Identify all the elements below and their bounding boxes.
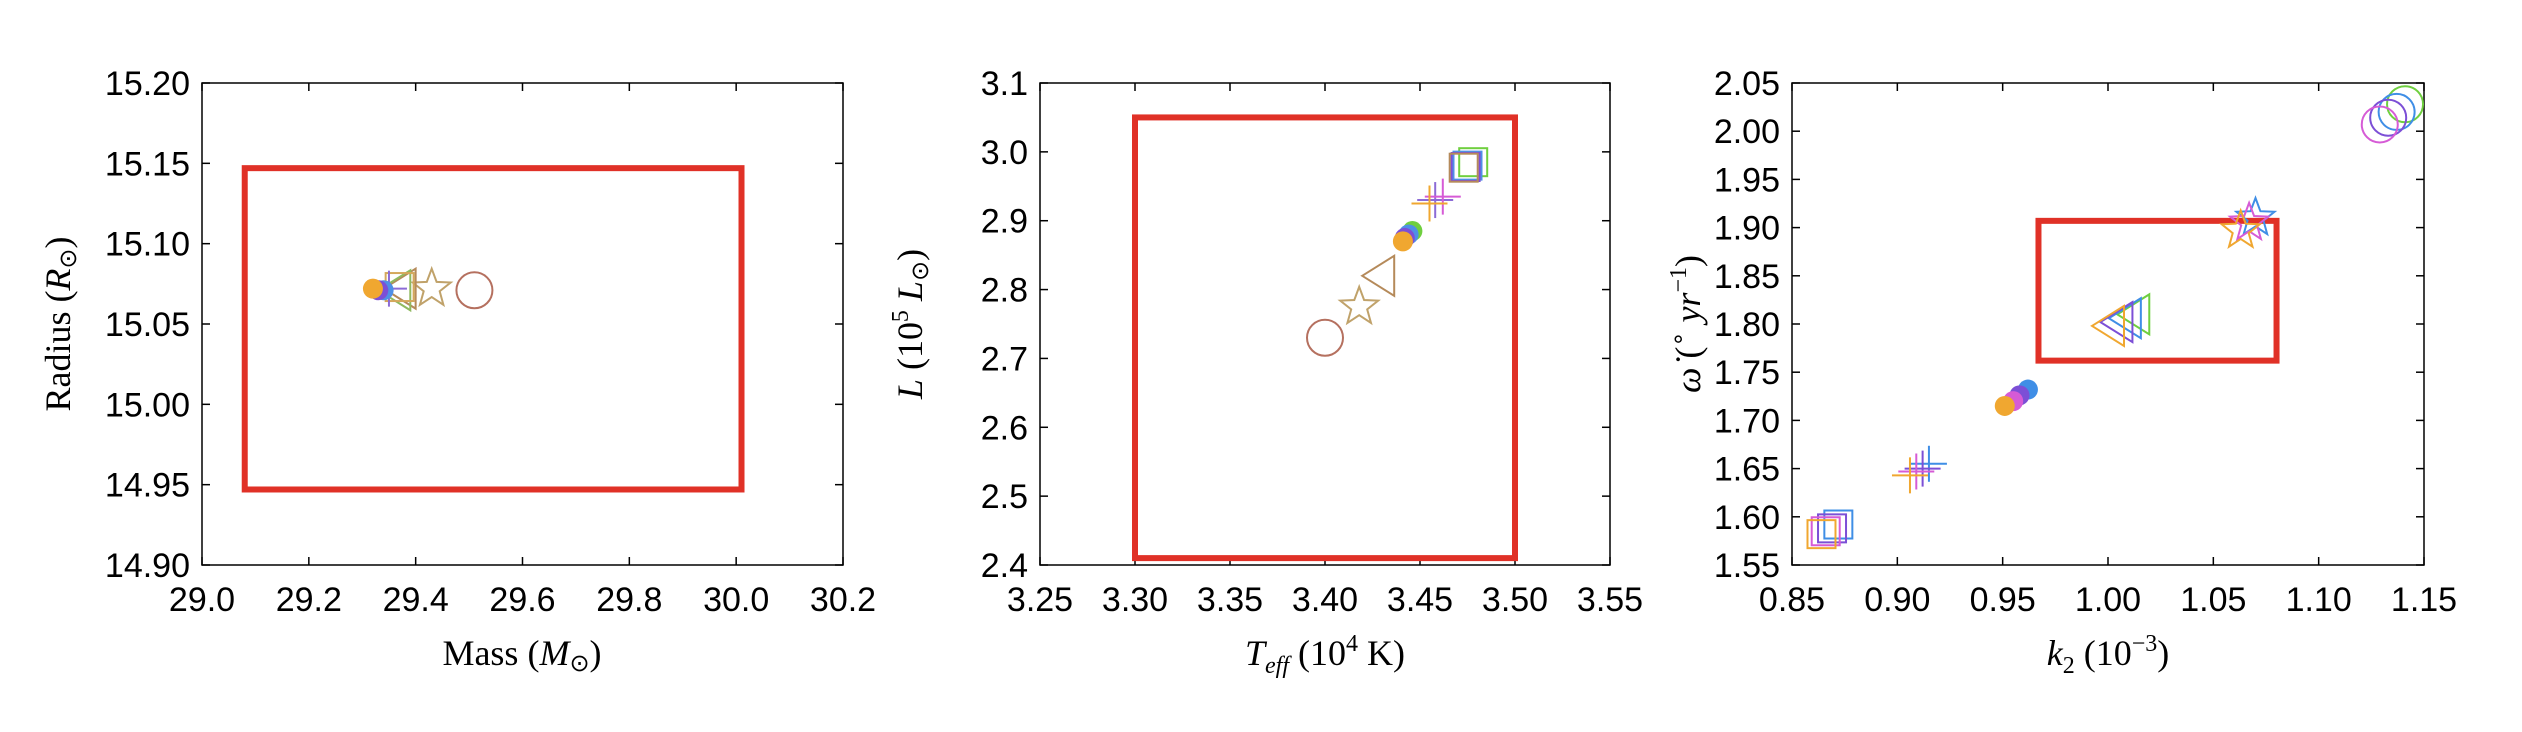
square-marker xyxy=(1448,152,1479,183)
y-tick-label: 15.20 xyxy=(105,65,190,103)
y-tick-label: 2.05 xyxy=(1714,65,1780,103)
triangle-marker xyxy=(2090,304,2125,348)
x-tick-label: 3.55 xyxy=(1577,581,1643,619)
filled-circle-marker xyxy=(362,278,383,299)
star-marker xyxy=(2227,199,2271,242)
constraint-box xyxy=(1132,114,1518,562)
square-marker xyxy=(1817,513,1848,544)
x-tick-label: 0.85 xyxy=(1759,581,1825,619)
y-tick-label: 2.9 xyxy=(981,203,1028,241)
x-tick-label: 3.50 xyxy=(1482,581,1548,619)
x-tick-label: 3.40 xyxy=(1292,581,1358,619)
x-axis-label: Teff (104 K) xyxy=(1245,631,1405,679)
star-marker xyxy=(409,265,454,308)
star-marker xyxy=(2218,207,2263,250)
y-axis-label: L (105 L⊙) xyxy=(888,249,934,400)
plot-frame xyxy=(1039,82,1611,566)
plot-frame xyxy=(201,82,844,566)
tick-labels: 0.85 0.90 0.95 1.00 1.05 1.10 1.15 1.55 1.60 1.65… xyxy=(1714,65,2457,619)
square-marker xyxy=(1806,519,1837,550)
x-tick-label: 1.00 xyxy=(2075,581,2141,619)
x-tick-label: 3.35 xyxy=(1197,581,1263,619)
x-tick-label: 0.90 xyxy=(1864,581,1930,619)
triangle-marker xyxy=(1360,253,1396,298)
y-tick-label: 1.70 xyxy=(1714,402,1780,440)
y-tick-label: 15.05 xyxy=(105,306,190,344)
y-tick-label: 1.75 xyxy=(1714,354,1780,392)
filled-circle-marker xyxy=(1994,395,2015,416)
y-tick-label: 1.85 xyxy=(1714,258,1780,296)
y-tick-label: 15.00 xyxy=(105,386,190,424)
y-tick-label: 3.1 xyxy=(981,65,1028,103)
y-tick-label: 2.6 xyxy=(981,409,1028,447)
plus-marker xyxy=(1417,182,1454,219)
x-tick-label: 3.30 xyxy=(1102,581,1168,619)
circle-marker xyxy=(2369,98,2408,137)
y-tick-label: 2.8 xyxy=(981,272,1028,310)
x-tick-label: 30.2 xyxy=(810,581,876,619)
y-tick-label: 14.95 xyxy=(105,467,190,505)
y-tick-label: 1.80 xyxy=(1714,306,1780,344)
y-tick-label: 2.7 xyxy=(981,340,1028,378)
k2-apsidal-panel: 0.85 0.90 0.95 1.00 1.05 1.10 1.15 1.55 1.60 1.65… xyxy=(1666,65,2457,679)
data-marks xyxy=(241,165,745,493)
plot-frame xyxy=(1791,82,2425,566)
y-tick-label: 1.55 xyxy=(1714,547,1780,585)
x-tick-label: 1.05 xyxy=(2180,581,2246,619)
mass-radius-panel: 29.0 29.2 29.4 29.6 29.8 30.0 30.2 14.90 14.95 15… xyxy=(38,65,876,677)
y-tick-label: 2.00 xyxy=(1714,113,1780,151)
plus-marker xyxy=(1891,457,1928,494)
filled-circle-marker xyxy=(1392,231,1413,252)
constraint-box xyxy=(2035,217,2280,364)
y-axis-label: ω̇ (∘ yr−1) xyxy=(1666,255,1708,393)
x-axis-label: Mass (M⊙) xyxy=(442,633,601,677)
x-tick-label: 1.15 xyxy=(2391,581,2457,619)
y-tick-label: 3.0 xyxy=(981,134,1028,172)
y-tick-label: 1.65 xyxy=(1714,451,1780,489)
y-axis-label: Radius (R⊙) xyxy=(38,236,82,411)
triangle-marker xyxy=(2098,300,2134,344)
y-tick-label: 2.5 xyxy=(981,478,1028,516)
data-marks xyxy=(1806,85,2425,550)
x-tick-label: 3.45 xyxy=(1387,581,1453,619)
square-marker xyxy=(1458,147,1489,178)
data-marks xyxy=(1132,114,1518,562)
y-tick-label: 1.95 xyxy=(1714,161,1780,199)
star-marker xyxy=(1337,283,1381,326)
x-tick-label: 30.0 xyxy=(703,581,769,619)
y-tick-label: 1.60 xyxy=(1714,499,1780,537)
x-tick-label: 29.0 xyxy=(169,581,235,619)
plus-marker xyxy=(1424,178,1461,215)
y-tick-label: 14.90 xyxy=(105,547,190,585)
circle-marker xyxy=(1306,318,1344,357)
square-marker xyxy=(1810,516,1841,547)
tick-labels: 3.25 3.30 3.35 3.40 3.45 3.50 3.55 2.4 2.5 2.6 2.7… xyxy=(981,65,1643,619)
x-tick-label: 29.8 xyxy=(596,581,662,619)
y-tick-label: 2.4 xyxy=(981,547,1028,585)
x-tick-label: 0.95 xyxy=(1970,581,2036,619)
square-marker xyxy=(1452,150,1483,181)
triangle-marker xyxy=(381,266,417,311)
x-tick-label: 1.10 xyxy=(2286,581,2352,619)
y-tick-label: 15.10 xyxy=(105,226,190,264)
x-tick-label: 3.25 xyxy=(1007,581,1073,619)
circle-marker xyxy=(2386,85,2425,124)
circle-marker xyxy=(2360,105,2399,144)
tick-labels: 29.0 29.2 29.4 29.6 29.8 30.0 30.2 14.90 14.95 15… xyxy=(105,65,876,619)
x-tick-label: 29.6 xyxy=(489,581,555,619)
plus-marker xyxy=(1411,185,1448,222)
constraint-box xyxy=(241,165,745,493)
temperature-luminosity-panel: 3.25 3.30 3.35 3.40 3.45 3.50 3.55 2.4 2.5 2.6 2.7… xyxy=(888,65,1643,679)
square-marker xyxy=(1823,509,1854,540)
x-tick-label: 29.4 xyxy=(383,581,449,619)
circle-marker xyxy=(455,271,494,310)
x-tick-label: 29.2 xyxy=(276,581,342,619)
y-tick-label: 15.15 xyxy=(105,145,190,183)
y-tick-label: 1.90 xyxy=(1714,210,1780,248)
x-axis-label: k2 (10−3) xyxy=(2047,631,2170,679)
plus-marker xyxy=(1898,453,1935,490)
